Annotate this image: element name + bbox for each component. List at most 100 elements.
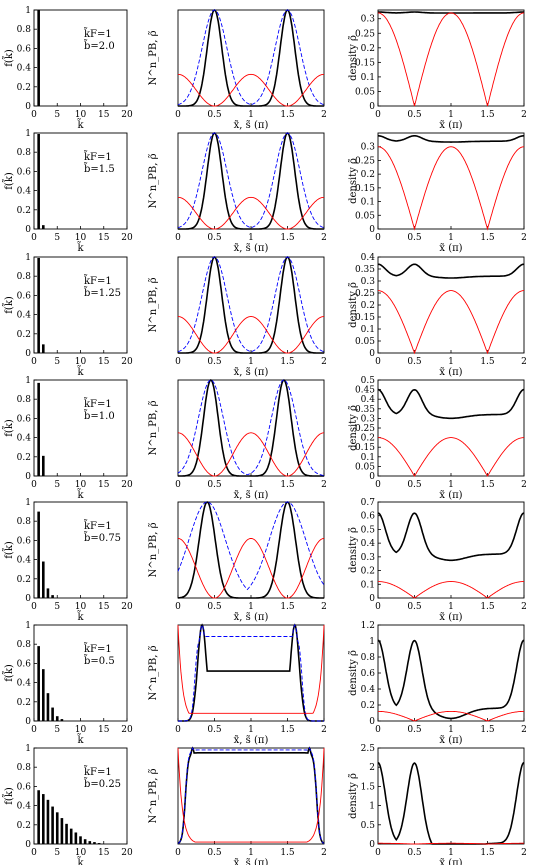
plot-frame	[377, 9, 525, 107]
x-tick-label: 10	[75, 110, 87, 120]
y-tick-label: 1.5	[361, 782, 376, 792]
y-tick-label: 0.1	[361, 453, 375, 463]
x-tick-label: 1	[248, 725, 254, 735]
series-line-red	[178, 432, 324, 477]
y-axis-label: density ρ̃	[348, 650, 359, 696]
annotation-kf: k̃F=1	[83, 27, 112, 40]
bar	[74, 832, 78, 844]
y-tick-label: 0.6	[361, 669, 376, 679]
y-tick-label: 0	[369, 102, 375, 112]
x-tick-label: 2	[521, 357, 527, 367]
x-tick-label: 1.5	[480, 480, 495, 490]
x-tick-label: 0.5	[207, 110, 222, 120]
y-tick-label: 0.05	[355, 462, 375, 472]
y-axis-label: N^n_PB, ρ̃	[148, 400, 159, 455]
x-tick-label: 1.5	[280, 110, 295, 120]
y-axis-label: f(k̃)	[2, 787, 15, 805]
x-axis-label: k̃	[77, 241, 85, 254]
x-tick-label: 10	[75, 480, 87, 490]
bar	[65, 823, 68, 844]
annotation-kf: k̃F=1	[83, 765, 112, 778]
x-tick-label: 2	[521, 725, 527, 735]
x-tick-label: 0	[375, 848, 381, 858]
y-tick-label: 0.2	[17, 821, 31, 831]
x-tick-label: 0	[31, 357, 37, 367]
x-tick-label: 10	[75, 233, 87, 243]
x-tick-label: 0.5	[407, 848, 422, 858]
x-axis-label: x̃ (π)	[439, 612, 462, 623]
y-tick-label: 0.6	[17, 782, 32, 792]
y-tick-label: 0.2	[361, 434, 375, 444]
x-tick-label: 0	[175, 233, 181, 243]
plot-frame	[377, 256, 525, 354]
y-tick-label: 1	[369, 637, 375, 647]
y-tick-label: 0	[369, 840, 375, 850]
series-line-red	[177, 196, 325, 230]
y-tick-label: 0.8	[17, 148, 32, 158]
x-tick-label: 2	[321, 725, 327, 735]
plot-frame	[33, 9, 128, 107]
x-tick-label: 1.5	[280, 725, 295, 735]
panel-N_PB_rho-row-3: N^n_PB, ρ̃ x̃, s̃ (π) 0 0.5 1 1.5 2	[148, 256, 327, 378]
bar	[37, 10, 40, 106]
y-tick-label: 0.4	[361, 685, 376, 695]
y-tick-label: 1	[25, 376, 31, 386]
plot-frame	[377, 501, 525, 599]
x-tick-label: 1.5	[280, 357, 295, 367]
bar	[79, 836, 82, 844]
y-tick-label: 0.4	[17, 802, 32, 812]
plot-frame	[33, 132, 128, 230]
bar	[37, 511, 40, 598]
y-tick-label: 0.4	[361, 395, 376, 405]
plot-frame	[177, 501, 325, 599]
x-axis-label: k̃	[77, 856, 85, 865]
y-tick-label: 0	[369, 472, 375, 482]
x-tick-label: 1	[448, 480, 454, 490]
x-tick-label: 0	[31, 110, 37, 120]
series-line-red	[377, 581, 525, 599]
x-axis-label: k̃	[77, 365, 85, 378]
y-tick-label: 0.8	[17, 517, 32, 527]
x-tick-label: 1.5	[480, 110, 495, 120]
series-line-red	[378, 842, 524, 845]
y-tick-label: 0.25	[355, 29, 375, 39]
bar	[60, 818, 64, 844]
y-tick-label: 0.2	[17, 575, 31, 585]
bar	[46, 799, 50, 844]
plot-frame	[177, 747, 325, 845]
x-axis-label: x̃ (π)	[439, 367, 462, 378]
y-tick-label: 0.2	[17, 83, 31, 93]
panel-N_PB_rho-row-2: N^n_PB, ρ̃ x̃, s̃ (π) 0 0.5 1 1.5 2	[148, 132, 327, 254]
panel-f_k-row-5: f(k̃)k̃00.20.40.60.810 5 10 15 20k̃F=1b̃=0.7…	[2, 498, 133, 623]
x-tick-label: 0	[375, 725, 381, 735]
x-tick-label: 10	[75, 848, 87, 858]
y-tick-label: 0.05	[355, 337, 375, 347]
series-line-black	[377, 388, 525, 420]
y-tick-label: 0.6	[17, 414, 32, 424]
y-tick-label: 0.2	[17, 330, 31, 340]
y-tick-label: 0.2	[361, 301, 375, 311]
x-tick-label: 1	[448, 848, 454, 858]
y-tick-label: 0.6	[17, 536, 32, 546]
y-tick-label: 0.1	[361, 73, 375, 83]
x-tick-label: 15	[98, 357, 110, 367]
y-tick-label: 1	[369, 802, 375, 812]
y-tick-label: 0	[369, 717, 375, 727]
y-tick-label: 0.6	[17, 291, 32, 301]
x-tick-label: 15	[98, 848, 110, 858]
bar	[42, 455, 45, 476]
panel-f_k-row-3: f(k̃)k̃00.20.40.60.810 5 10 15 20k̃F=1b̃=1.2…	[2, 253, 133, 378]
y-tick-label: 1.2	[361, 621, 375, 631]
y-axis-label: f(k̃)	[2, 296, 15, 314]
x-tick-label: 0	[175, 602, 181, 612]
bar	[46, 693, 50, 721]
annotation-b: b̃=1.0	[83, 409, 115, 422]
x-tick-label: 0	[375, 602, 381, 612]
y-tick-label: 0	[25, 840, 31, 850]
x-axis-label: x̃ (π)	[439, 243, 462, 254]
y-tick-label: 0.4	[17, 434, 32, 444]
x-tick-label: 0	[175, 357, 181, 367]
x-tick-label: 0.5	[407, 480, 422, 490]
series-line-red	[177, 73, 325, 107]
x-tick-label: 2	[321, 480, 327, 490]
